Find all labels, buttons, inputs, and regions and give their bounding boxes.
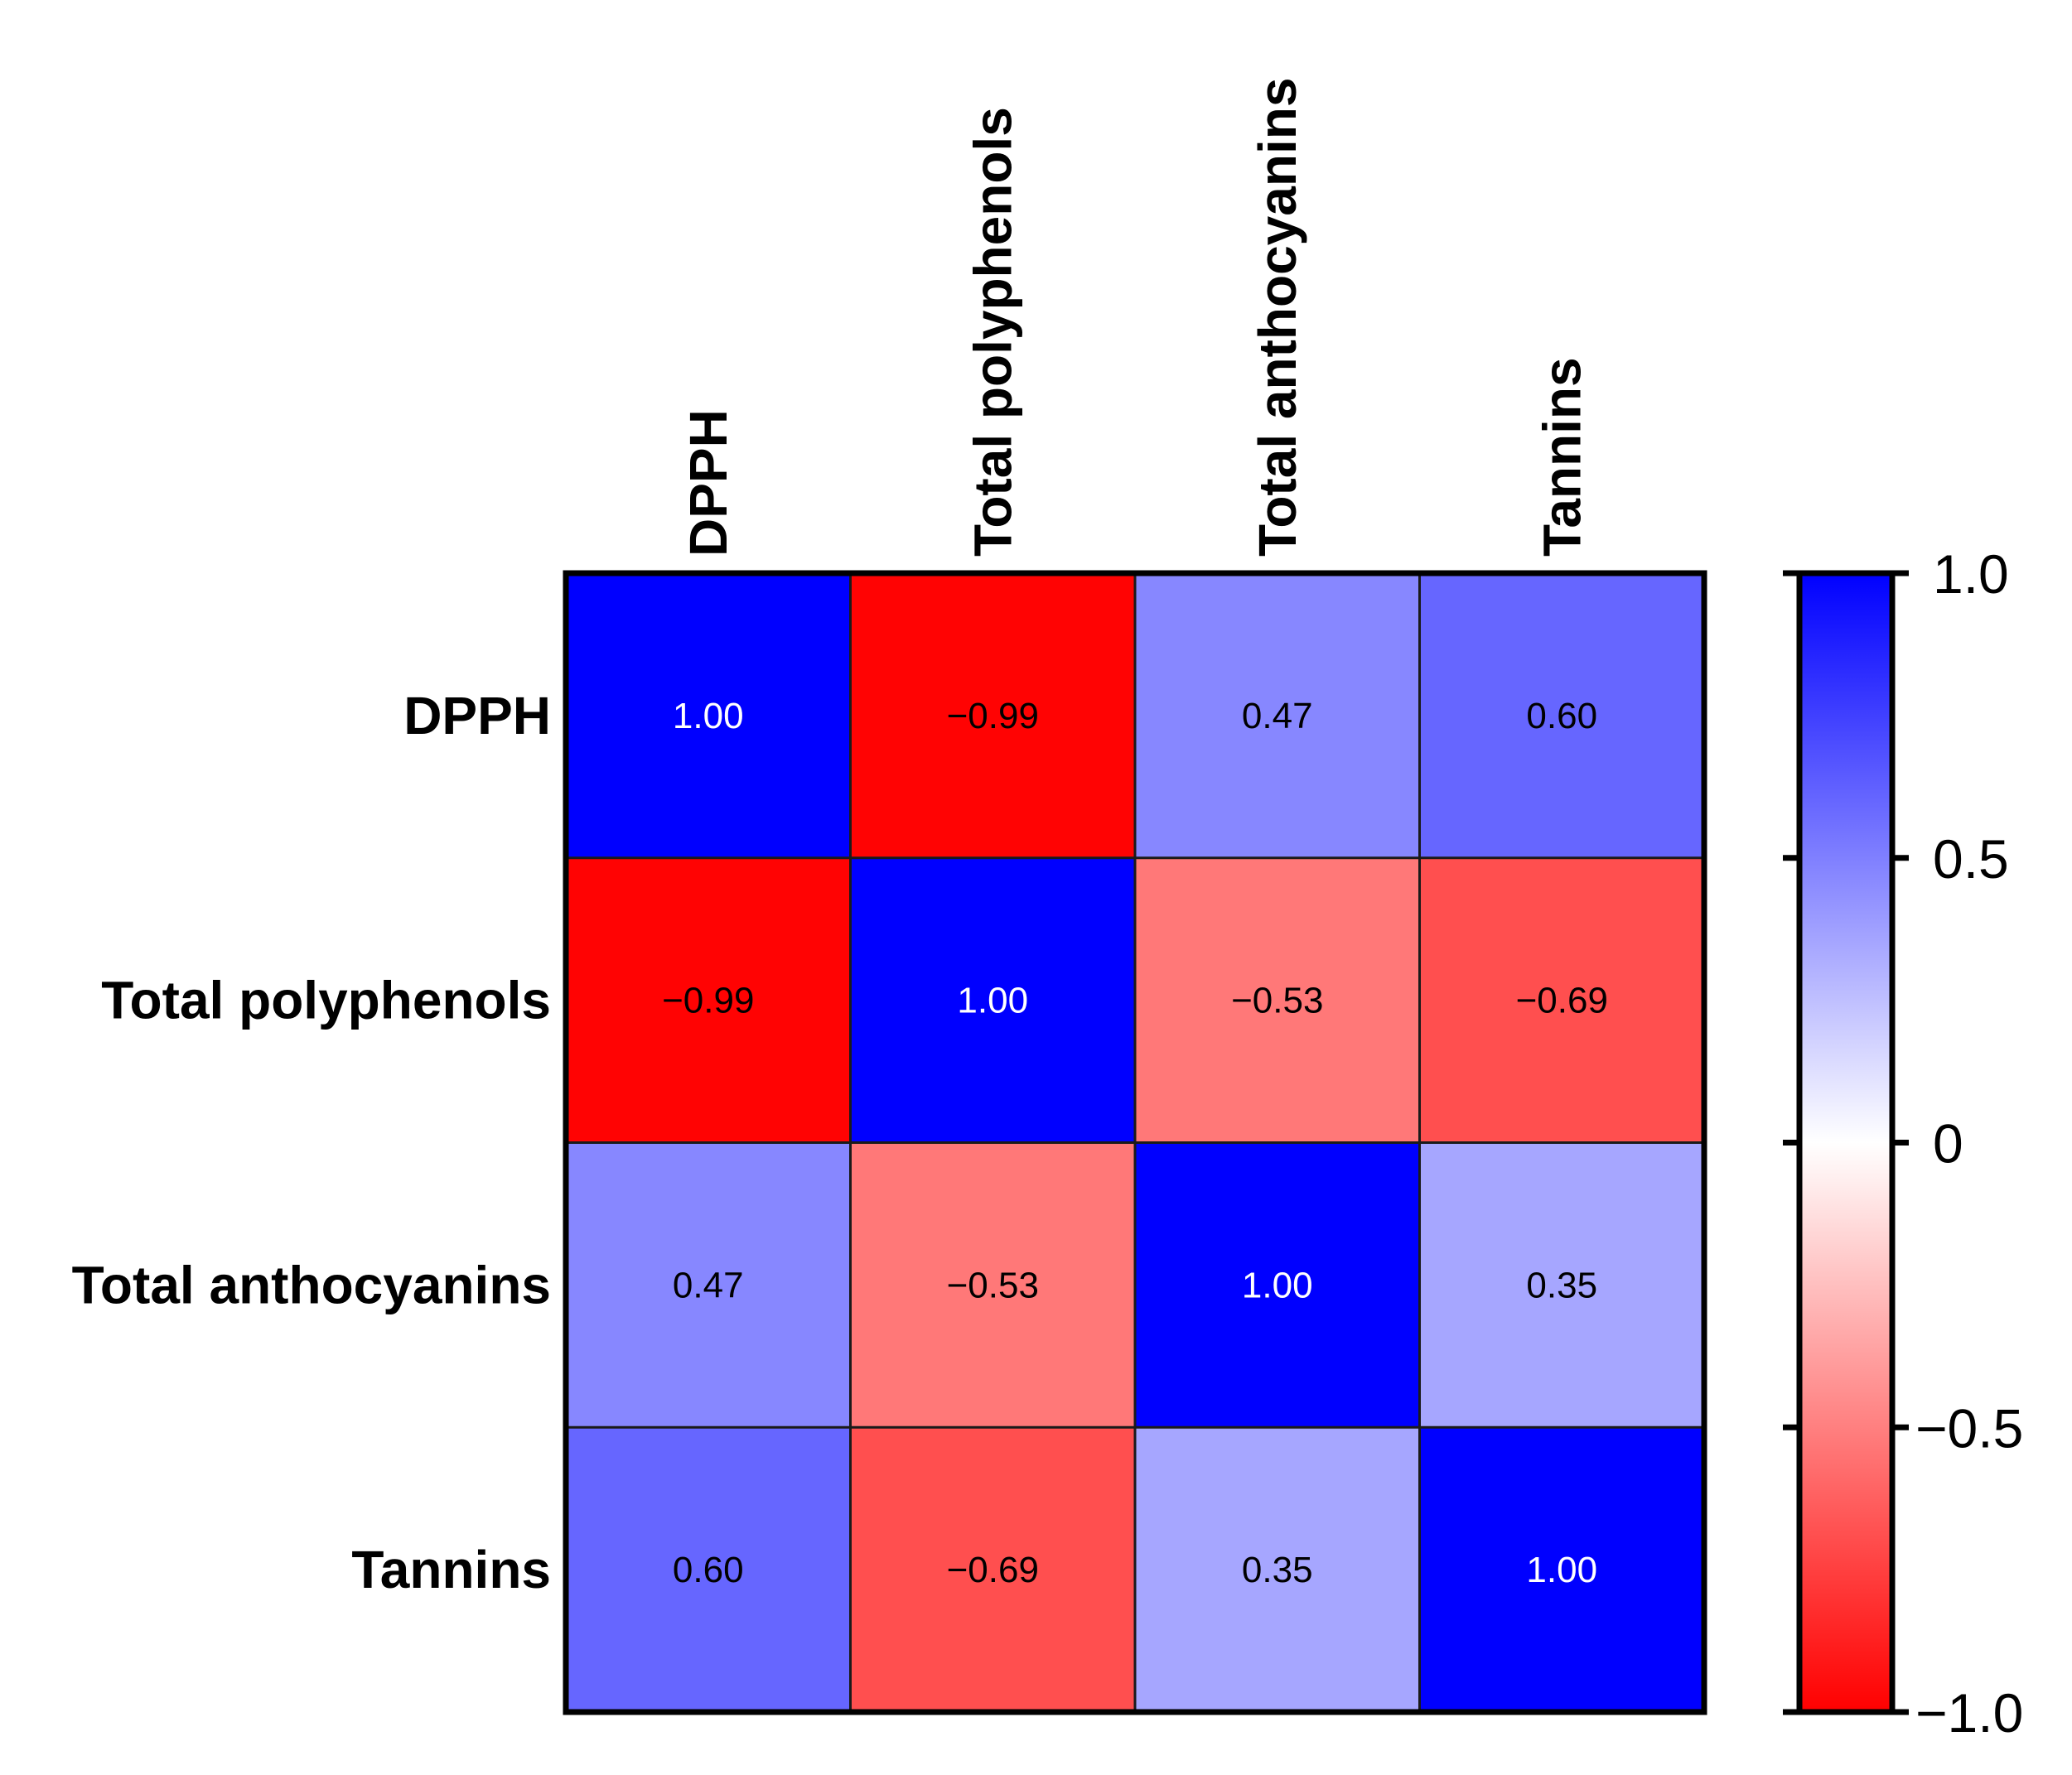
cell-value-label: 1.00 [1526, 1550, 1597, 1590]
heatmap-cell [850, 573, 1135, 858]
heatmap-cell [1419, 573, 1704, 858]
heatmap-cell [566, 1427, 851, 1712]
cell-value-label: −0.69 [947, 1550, 1039, 1590]
cell-value-label: 0.47 [1242, 696, 1313, 736]
cell-value-label: 0.35 [1526, 1265, 1597, 1305]
cell-value-label: 0.47 [673, 1265, 744, 1305]
heatmap-cell [1419, 1142, 1704, 1428]
heatmap-cells: 1.00 −0.99 0.47 0.60 −0.99 1.00 −0.53 −0.69 0.47… [566, 573, 1704, 1712]
heatmap-cell [850, 1142, 1135, 1428]
heatmap-cell [1419, 857, 1704, 1143]
cell-value-label: 1.00 [957, 981, 1028, 1021]
heatmap-cell [850, 857, 1135, 1143]
row-label: DPPH [403, 686, 551, 745]
colorbar: 1.0 0.5 0 −0.5 −1.0 [1783, 543, 2023, 1744]
heatmap-border [563, 570, 1707, 1715]
heatmap-cell [566, 573, 851, 858]
colorbar-tick-label: −0.5 [1915, 1397, 2023, 1459]
heatmap-cell [850, 1427, 1135, 1712]
colorbar-tick-label: 1.0 [1933, 543, 2009, 605]
heatmap-cell [566, 857, 851, 1143]
column-label: Total anthocyanins [1248, 78, 1307, 557]
column-label: Total polyphenols [963, 107, 1022, 557]
row-labels: DPPH Total polyphenols Total anthocyanins T… [72, 686, 551, 1599]
cell-value-label: −0.99 [947, 696, 1039, 736]
colorbar-border [1796, 570, 1896, 1715]
heatmap-cell [1135, 573, 1420, 858]
cell-value-label: 1.00 [1242, 1265, 1313, 1305]
heatmap-grid [563, 570, 1707, 1715]
heatmap-cell [566, 1142, 851, 1428]
colorbar-gradient [1796, 570, 1896, 1715]
cell-value-label: 0.60 [673, 1550, 744, 1590]
column-label: Tannins [1532, 357, 1591, 557]
column-label: DPPH [679, 409, 738, 557]
row-label: Total polyphenols [101, 971, 551, 1030]
cell-value-label: 0.35 [1242, 1550, 1313, 1590]
heatmap-cell [1419, 1427, 1704, 1712]
cell-value-label: 1.00 [673, 696, 744, 736]
heatmap-cell [1135, 1142, 1420, 1428]
cell-value-label: 0.60 [1526, 696, 1597, 736]
row-label: Tannins [351, 1540, 551, 1599]
cell-value-label: −0.69 [1516, 981, 1608, 1021]
cell-value-label: −0.99 [662, 981, 754, 1021]
column-labels: DPPH Total polyphenols Total anthocyanins T… [679, 78, 1592, 557]
cell-value-label: −0.53 [947, 1265, 1039, 1305]
heatmap-cell [1135, 1427, 1420, 1712]
colorbar-tick-label: 0.5 [1933, 828, 2009, 890]
colorbar-tick-label: −1.0 [1915, 1682, 2023, 1744]
cell-value-label: −0.53 [1231, 981, 1323, 1021]
heatmap-cell [1135, 857, 1420, 1143]
row-label: Total anthocyanins [72, 1255, 551, 1314]
colorbar-tick-label: 0 [1933, 1113, 1963, 1174]
